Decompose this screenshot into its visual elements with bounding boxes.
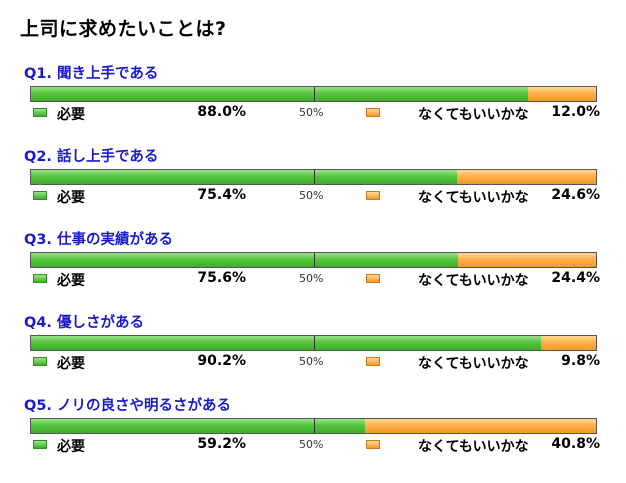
question-block: Q1. 聞き上手である必要 88.0% 50% なくてもいいかな 12.0% <box>0 62 626 145</box>
optional-value-label: 9.8% <box>561 353 600 369</box>
need-swatch-icon <box>33 191 47 200</box>
legend-row: 必要 59.2% 50% なくてもいいかな 40.8% <box>0 436 626 456</box>
need-label: 必要 <box>57 190 85 206</box>
question-block: Q2. 話し上手である必要 75.4% 50% なくてもいいかな 24.6% <box>0 145 626 228</box>
stacked-bar <box>30 418 597 434</box>
optional-swatch-icon <box>366 357 380 366</box>
bar-segment-need <box>31 336 541 350</box>
bar-segment-optional <box>365 419 596 433</box>
optional-swatch-icon <box>366 108 380 117</box>
need-swatch-icon <box>33 440 47 449</box>
need-swatch-icon <box>33 274 47 283</box>
stacked-bar <box>30 86 597 102</box>
fifty-percent-line <box>313 87 315 101</box>
question-block: Q4. 優しさがある必要 90.2% 50% なくてもいいかな 9.8% <box>0 311 626 394</box>
bar-segment-need <box>31 87 529 101</box>
fifty-percent-label: 50% <box>299 355 324 368</box>
need-swatch-icon <box>33 357 47 366</box>
optional-value-label: 24.6% <box>551 187 600 203</box>
optional-label: なくてもいいかな <box>418 190 529 206</box>
legend-row: 必要 75.6% 50% なくてもいいかな 24.4% <box>0 270 626 290</box>
optional-swatch-icon <box>366 440 380 449</box>
fifty-percent-label: 50% <box>299 438 324 451</box>
bar-segment-optional <box>457 170 596 184</box>
need-value-label: 88.0% <box>197 104 246 120</box>
fifty-percent-label: 50% <box>299 106 324 119</box>
fifty-percent-line <box>313 253 315 267</box>
optional-swatch-icon <box>366 274 380 283</box>
stacked-bar <box>30 252 597 268</box>
need-label: 必要 <box>57 439 85 455</box>
legend-row: 必要 75.4% 50% なくてもいいかな 24.6% <box>0 187 626 207</box>
need-label: 必要 <box>57 356 85 372</box>
optional-value-label: 24.4% <box>551 270 600 286</box>
bar-segment-optional <box>528 87 596 101</box>
optional-swatch-icon <box>366 191 380 200</box>
optional-value-label: 40.8% <box>551 436 600 452</box>
need-label: 必要 <box>57 273 85 289</box>
stacked-bar <box>30 169 597 185</box>
bar-segment-optional <box>458 253 596 267</box>
question-title: Q1. 聞き上手である <box>24 66 159 82</box>
question-block: Q5. ノリの良さや明るさがある必要 59.2% 50% なくてもいいかな 40.8% <box>0 394 626 477</box>
question-title: Q3. 仕事の実績がある <box>24 232 173 248</box>
page-title: 上司に求めたいことは? <box>20 18 227 40</box>
bar-segment-optional <box>540 336 596 350</box>
legend-row: 必要 90.2% 50% なくてもいいかな 9.8% <box>0 353 626 373</box>
fifty-percent-line <box>313 419 315 433</box>
need-value-label: 90.2% <box>197 353 246 369</box>
question-title: Q4. 優しさがある <box>24 315 144 331</box>
need-value-label: 75.6% <box>197 270 246 286</box>
question-block: Q3. 仕事の実績がある必要 75.6% 50% なくてもいいかな 24.4% <box>0 228 626 311</box>
stacked-bar <box>30 335 597 351</box>
need-label: 必要 <box>57 107 85 123</box>
optional-label: なくてもいいかな <box>418 439 529 455</box>
optional-label: なくてもいいかな <box>418 273 529 289</box>
optional-label: なくてもいいかな <box>418 107 529 123</box>
bar-segment-need <box>31 419 366 433</box>
fifty-percent-line <box>313 170 315 184</box>
optional-label: なくてもいいかな <box>418 356 529 372</box>
question-title: Q5. ノリの良さや明るさがある <box>24 398 231 414</box>
fifty-percent-label: 50% <box>299 189 324 202</box>
bar-segment-need <box>31 253 459 267</box>
legend-row: 必要 88.0% 50% なくてもいいかな 12.0% <box>0 104 626 124</box>
fifty-percent-label: 50% <box>299 272 324 285</box>
question-title: Q2. 話し上手である <box>24 149 159 165</box>
need-swatch-icon <box>33 108 47 117</box>
need-value-label: 75.4% <box>197 187 246 203</box>
fifty-percent-line <box>313 336 315 350</box>
bar-segment-need <box>31 170 457 184</box>
need-value-label: 59.2% <box>197 436 246 452</box>
optional-value-label: 12.0% <box>551 104 600 120</box>
